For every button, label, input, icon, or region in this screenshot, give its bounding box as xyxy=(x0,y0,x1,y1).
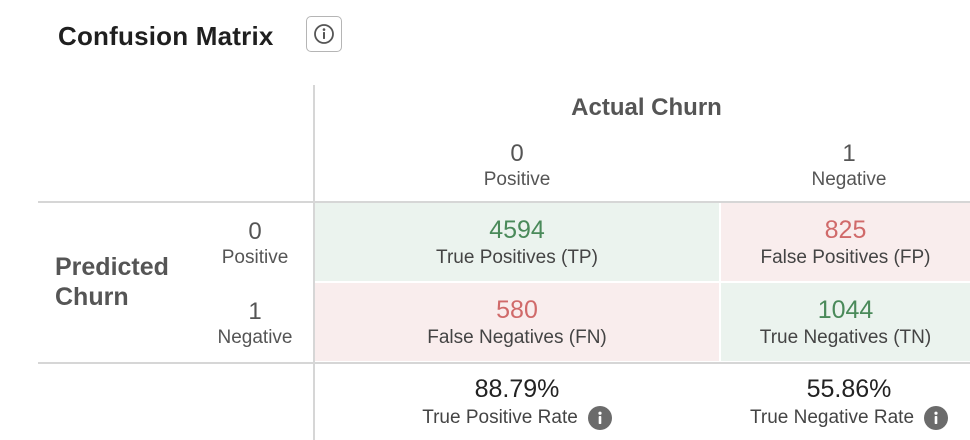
cell-label: True Negatives (TN) xyxy=(759,327,932,348)
header-divider xyxy=(38,201,970,203)
cell-false-negatives: 580 False Negatives (FN) xyxy=(315,283,719,361)
cell-count: 1044 xyxy=(817,296,874,324)
row-value: 1 xyxy=(248,298,262,325)
info-button[interactable] xyxy=(306,16,342,52)
cell-label: False Positives (FP) xyxy=(760,247,931,268)
vertical-divider xyxy=(313,85,315,440)
cell-false-positives: 825 False Positives (FP) xyxy=(721,203,970,281)
info-icon[interactable] xyxy=(587,406,612,430)
rate-label-row: True Positive Rate xyxy=(314,404,720,432)
predicted-heading-line1: Predicted xyxy=(55,253,169,281)
rate-label: True Positive Rate xyxy=(422,407,578,428)
row-label: Negative xyxy=(217,327,293,348)
rates-divider xyxy=(38,362,970,364)
rate-value: 88.79% xyxy=(474,375,560,403)
cell-label: False Negatives (FN) xyxy=(427,327,607,348)
cell-count: 4594 xyxy=(489,216,545,244)
cell-label: True Positives (TP) xyxy=(436,247,598,268)
info-glyph xyxy=(934,411,938,424)
actual-churn-heading: Actual Churn xyxy=(571,94,722,121)
cell-count: 825 xyxy=(824,216,867,244)
column-header-positive: 0 Positive xyxy=(314,140,720,192)
column-label: Positive xyxy=(483,169,551,190)
true-negative-rate: 55.86% True Negative Rate xyxy=(720,374,970,432)
cell-true-positives: 4594 True Positives (TP) xyxy=(315,203,719,281)
rate-label-row: True Negative Rate xyxy=(720,404,970,432)
info-icon[interactable] xyxy=(924,406,949,430)
row-header-positive: 0 Positive xyxy=(200,218,310,270)
column-header-negative: 1 Negative xyxy=(720,140,970,192)
row-header-negative: 1 Negative xyxy=(200,298,310,350)
column-value: 0 xyxy=(510,140,524,167)
predicted-heading-line2: Churn xyxy=(55,283,129,311)
row-label: Positive xyxy=(221,247,289,268)
panel-title: Confusion Matrix xyxy=(58,21,274,51)
true-positive-rate: 88.79% True Positive Rate xyxy=(314,374,720,432)
column-label: Negative xyxy=(811,169,887,190)
cell-count: 580 xyxy=(496,296,538,324)
info-glyph xyxy=(598,411,602,424)
rate-value: 55.86% xyxy=(806,375,892,403)
rate-label: True Negative Rate xyxy=(749,407,915,428)
row-value: 0 xyxy=(248,218,262,245)
cell-true-negatives: 1044 True Negatives (TN) xyxy=(721,283,970,361)
info-circle-icon xyxy=(314,24,334,44)
predicted-churn-heading: Predicted Churn xyxy=(55,252,195,312)
column-value: 1 xyxy=(842,140,856,167)
